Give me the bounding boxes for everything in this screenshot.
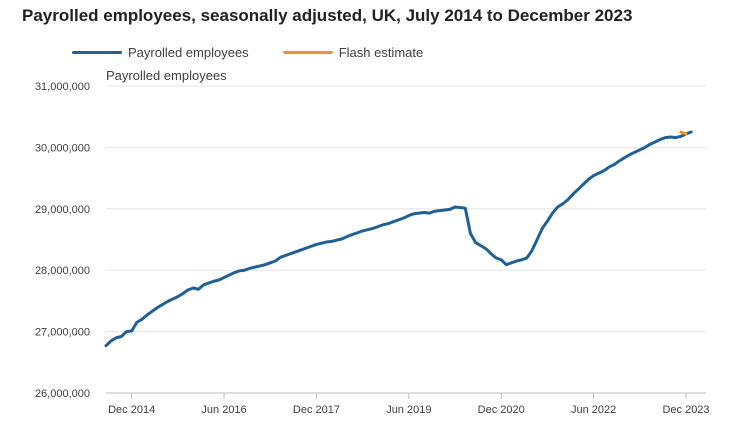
y-tick-label: 31,000,000 [35,81,90,93]
x-axis: Dec 2014 Jun 2016 Dec 2017 Jun 2019 Dec 2020… [106,392,710,416]
legend-swatch-payrolled-employees [72,51,122,54]
series-line-payrolled-employees [104,130,693,348]
legend-label-payrolled-employees: Payrolled employees [128,45,249,60]
legend: Payrolled employees Flash estimate [72,45,457,60]
y-tick-label: 27,000,000 [35,327,90,339]
legend-item-payrolled-employees[interactable]: Payrolled employees [72,45,249,60]
legend-swatch-flash-estimate [282,51,333,54]
y-tick-label: 26,000,000 [35,388,90,400]
x-tick-label: Jun 2016 [201,404,246,416]
y-tick-label: 28,000,000 [35,265,90,277]
legend-item-flash-estimate[interactable]: Flash estimate [282,45,424,60]
y-tick-label: 30,000,000 [35,142,90,154]
x-tick-label: Dec 2014 [108,404,155,416]
gridlines [106,85,706,333]
x-tick-label: Dec 2023 [662,404,709,416]
x-tick-label: Dec 2020 [478,404,525,416]
x-tick-label: Jun 2019 [386,404,431,416]
y-axis: 26,000,000 27,000,000 28,000,000 29,000,000… [35,81,90,400]
series-line-flash-estimate [679,130,688,136]
y-axis-title: Payrolled employees [106,68,227,83]
y-tick-label: 29,000,000 [35,204,90,216]
legend-label-flash-estimate: Flash estimate [338,45,424,60]
x-tick-label: Dec 2017 [293,404,340,416]
chart-title: Payrolled employees, seasonally adjusted… [22,6,633,25]
series [104,130,693,348]
x-tick-label: Jun 2022 [571,404,616,416]
